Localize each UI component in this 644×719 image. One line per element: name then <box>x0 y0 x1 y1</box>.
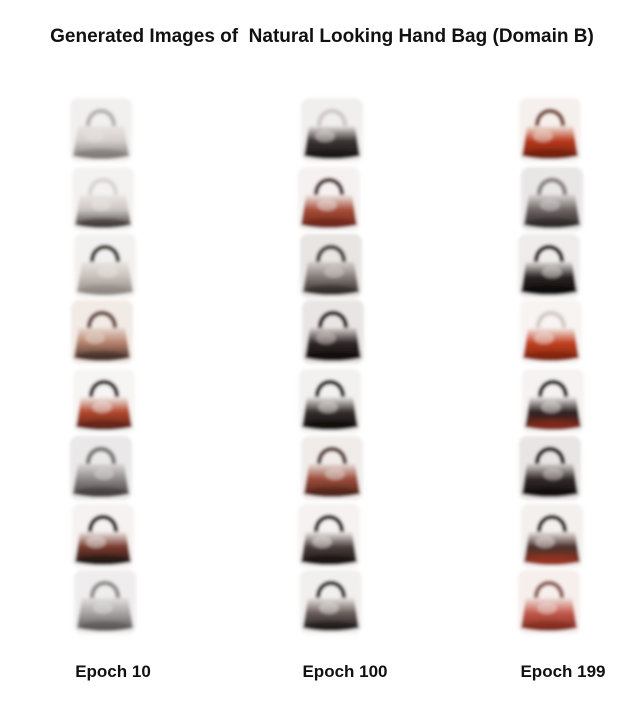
generated-handbag-image <box>72 167 134 231</box>
generated-handbag-image <box>519 436 581 500</box>
generated-handbag-image <box>70 98 132 162</box>
column-label-epoch-199: Epoch 199 <box>520 662 606 681</box>
generated-handbag-image <box>518 234 580 298</box>
generated-handbag-image <box>521 167 583 231</box>
column-label-epoch-100: Epoch 100 <box>302 662 388 681</box>
generated-handbag-image <box>518 570 580 634</box>
generated-handbag-image <box>298 504 360 568</box>
generated-handbag-image <box>299 369 361 433</box>
generated-handbag-image <box>74 234 136 298</box>
generated-handbag-image <box>73 369 135 433</box>
generated-handbag-image <box>521 504 583 568</box>
generated-handbag-image <box>522 369 584 433</box>
generated-handbag-image <box>72 504 134 568</box>
generated-handbag-image <box>300 570 362 634</box>
generated-handbag-image <box>70 436 132 500</box>
generated-handbag-image <box>302 300 364 364</box>
figure-title: Generated Images of Natural Looking Hand… <box>50 26 594 47</box>
generated-handbag-image <box>301 98 363 162</box>
generated-handbag-image <box>519 98 581 162</box>
column-label-epoch-10: Epoch 10 <box>75 662 151 681</box>
generated-handbag-image <box>300 234 362 298</box>
generated-handbag-image <box>74 570 136 634</box>
generated-handbag-image <box>520 300 582 364</box>
generated-handbag-image <box>301 436 363 500</box>
generated-handbag-image <box>71 300 133 364</box>
generated-handbag-image <box>298 167 360 231</box>
